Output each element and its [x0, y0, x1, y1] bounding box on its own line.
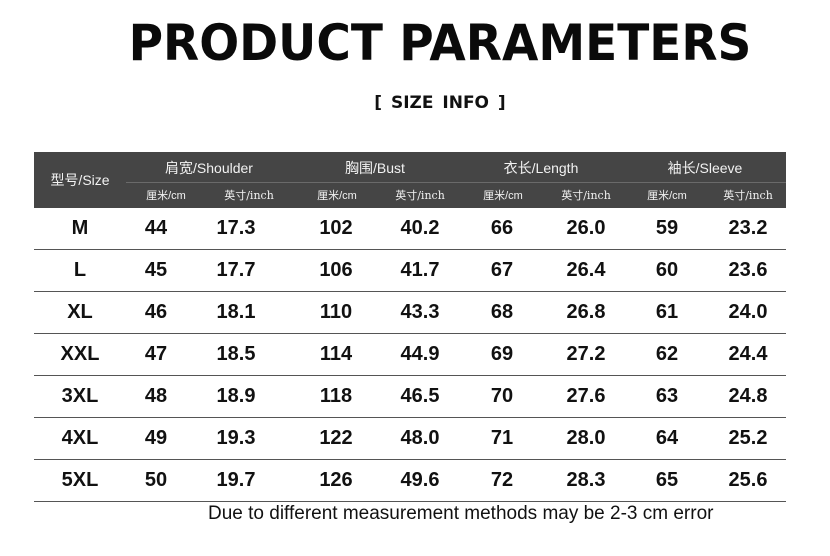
cell-shoulder-cm: 44 — [144, 217, 168, 239]
cell-sleeve-cm: 61 — [655, 301, 679, 323]
cell-shoulder-cm: 50 — [144, 469, 168, 491]
cell-bust-inch: 43.3 — [400, 301, 440, 323]
group-header-sleeve: 袖长/Sleeve — [667, 160, 743, 176]
cell-length-cm: 72 — [490, 469, 514, 491]
cell-shoulder-cm: 49 — [144, 427, 168, 449]
unit-header-length-inch: 英寸/inch — [561, 189, 611, 202]
unit-header-shoulder-inch: 英寸/inch — [224, 189, 274, 202]
cell-length-inch: 28.3 — [566, 469, 606, 491]
cell-shoulder-inch: 19.3 — [216, 427, 256, 449]
table-row: M 44 17.3 102 40.2 66 26.0 59 23.2 — [34, 208, 786, 250]
size-column-header: 型号/Size — [50, 172, 110, 188]
cell-shoulder-cm: 47 — [144, 343, 168, 365]
table-row: 4XL 49 19.3 122 48.0 71 28.0 64 25.2 — [34, 418, 786, 460]
cell-sleeve-inch: 23.2 — [728, 217, 768, 239]
cell-length-inch: 27.2 — [566, 343, 606, 365]
cell-bust-inch: 49.6 — [400, 469, 440, 491]
cell-shoulder-cm: 46 — [144, 301, 168, 323]
cell-shoulder-cm: 45 — [144, 259, 168, 281]
cell-sleeve-cm: 63 — [655, 385, 679, 407]
cell-sleeve-inch: 24.4 — [728, 343, 768, 365]
cell-length-cm: 68 — [490, 301, 514, 323]
cell-shoulder-inch: 19.7 — [216, 469, 256, 491]
cell-bust-inch: 40.2 — [400, 217, 440, 239]
cell-length-cm: 69 — [490, 343, 514, 365]
cell-sleeve-cm: 62 — [655, 343, 679, 365]
cell-bust-cm: 110 — [319, 301, 353, 323]
cell-sleeve-cm: 59 — [655, 217, 679, 239]
cell-length-inch: 26.0 — [566, 217, 606, 239]
unit-header-sleeve-cm: 厘米/cm — [647, 190, 687, 202]
cell-bust-cm: 126 — [319, 469, 353, 491]
cell-sleeve-inch: 25.2 — [728, 427, 768, 449]
cell-sleeve-inch: 25.6 — [728, 469, 768, 491]
cell-bust-cm: 118 — [319, 385, 353, 407]
cell-size: 5XL — [61, 469, 99, 491]
page-subtitle: [ SIZE INFO ] — [374, 93, 506, 113]
cell-size: XL — [67, 301, 93, 323]
unit-header-bust-cm: 厘米/cm — [317, 190, 357, 202]
cell-length-inch: 26.8 — [566, 301, 606, 323]
cell-bust-inch: 48.0 — [400, 427, 440, 449]
measurement-note: Due to different measurement methods may… — [208, 503, 714, 524]
cell-length-cm: 66 — [490, 217, 514, 239]
unit-header-shoulder-cm: 厘米/cm — [146, 190, 186, 202]
cell-length-cm: 67 — [490, 259, 514, 281]
cell-bust-inch: 41.7 — [400, 259, 440, 281]
table-body: M 44 17.3 102 40.2 66 26.0 59 23.2 L 45 17.7 106 41.7… — [34, 208, 786, 502]
cell-bust-cm: 102 — [319, 217, 353, 239]
cell-size: 4XL — [61, 427, 99, 449]
cell-bust-inch: 46.5 — [400, 385, 440, 407]
cell-shoulder-cm: 48 — [144, 385, 168, 407]
cell-bust-cm: 114 — [319, 343, 353, 365]
table-row: L 45 17.7 106 41.7 67 26.4 60 23.6 — [34, 250, 786, 292]
cell-shoulder-inch: 18.1 — [216, 301, 256, 323]
cell-shoulder-inch: 18.5 — [216, 343, 256, 365]
cell-sleeve-cm: 65 — [655, 469, 679, 491]
table-row: XXL 47 18.5 114 44.9 69 27.2 62 24.4 — [34, 334, 786, 376]
unit-header-sleeve-inch: 英寸/inch — [723, 189, 773, 202]
group-header-length: 衣长/Length — [503, 160, 579, 176]
cell-bust-cm: 122 — [319, 427, 353, 449]
cell-sleeve-cm: 64 — [655, 427, 679, 449]
table-row: XL 46 18.1 110 43.3 68 26.8 61 24.0 — [34, 292, 786, 334]
cell-length-cm: 70 — [490, 385, 514, 407]
cell-shoulder-inch: 18.9 — [216, 385, 256, 407]
table-row: 3XL 48 18.9 118 46.5 70 27.6 63 24.8 — [34, 376, 786, 418]
group-header-shoulder: 肩宽/Shoulder — [165, 160, 253, 176]
cell-bust-inch: 44.9 — [400, 343, 440, 365]
cell-size: L — [73, 259, 87, 281]
cell-sleeve-inch: 24.0 — [728, 301, 768, 323]
header-divider — [126, 182, 786, 183]
cell-length-inch: 26.4 — [566, 259, 606, 281]
cell-size: M — [71, 217, 89, 239]
page-title: PRODUCT PARAMETERS — [128, 14, 752, 72]
cell-length-cm: 71 — [490, 427, 514, 449]
table-header: 型号/Size 肩宽/Shoulder 厘米/cm 英寸/inch 胸围/Bus… — [34, 152, 786, 208]
cell-size: 3XL — [61, 385, 99, 407]
cell-length-inch: 28.0 — [566, 427, 606, 449]
cell-size: XXL — [60, 343, 100, 365]
cell-sleeve-inch: 23.6 — [728, 259, 768, 281]
table-row: 5XL 50 19.7 126 49.6 72 28.3 65 25.6 — [34, 460, 786, 502]
cell-shoulder-inch: 17.7 — [216, 259, 256, 281]
size-table: 型号/Size 肩宽/Shoulder 厘米/cm 英寸/inch 胸围/Bus… — [34, 152, 786, 502]
group-header-bust: 胸围/Bust — [345, 160, 405, 176]
cell-bust-cm: 106 — [319, 259, 353, 281]
unit-header-bust-inch: 英寸/inch — [395, 189, 445, 202]
cell-sleeve-inch: 24.8 — [728, 385, 768, 407]
cell-shoulder-inch: 17.3 — [216, 217, 256, 239]
cell-length-inch: 27.6 — [566, 385, 606, 407]
unit-header-length-cm: 厘米/cm — [483, 190, 523, 202]
cell-sleeve-cm: 60 — [655, 259, 679, 281]
